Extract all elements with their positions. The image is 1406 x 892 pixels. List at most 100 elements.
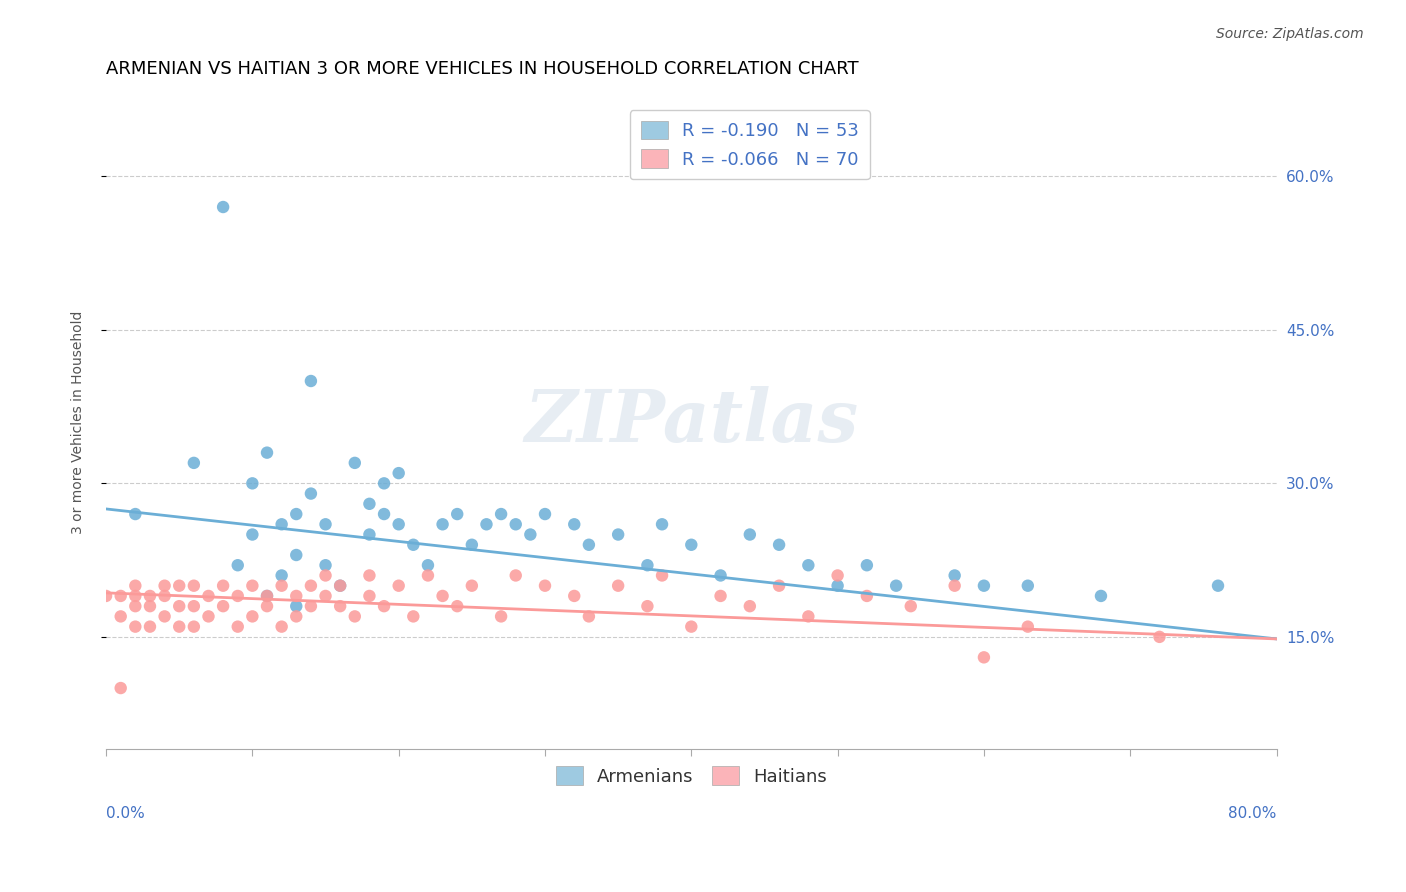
Point	[1017, 620, 1039, 634]
Point	[1017, 579, 1039, 593]
Point	[373, 476, 395, 491]
Point	[388, 517, 411, 532]
Point	[681, 538, 703, 552]
Point	[534, 507, 557, 521]
Point	[329, 599, 352, 614]
Point	[242, 476, 264, 491]
Point	[797, 609, 820, 624]
Point	[768, 538, 790, 552]
Point	[681, 620, 703, 634]
Point	[738, 599, 761, 614]
Point	[124, 620, 146, 634]
Point	[709, 589, 731, 603]
Point	[94, 589, 117, 603]
Point	[124, 579, 146, 593]
Point	[738, 527, 761, 541]
Point	[315, 517, 337, 532]
Point	[973, 579, 995, 593]
Point	[578, 609, 600, 624]
Point	[343, 456, 366, 470]
Point	[226, 589, 249, 603]
Point	[299, 579, 322, 593]
Point	[607, 527, 630, 541]
Point	[461, 579, 484, 593]
Point	[562, 589, 585, 603]
Point	[562, 517, 585, 532]
Point	[183, 579, 205, 593]
Point	[197, 589, 219, 603]
Point	[183, 620, 205, 634]
Point	[256, 445, 278, 459]
Point	[299, 486, 322, 500]
Point	[373, 507, 395, 521]
Point	[359, 497, 381, 511]
Point	[578, 538, 600, 552]
Point	[212, 599, 235, 614]
Point	[329, 579, 352, 593]
Point	[475, 517, 498, 532]
Point	[856, 558, 879, 573]
Point	[651, 517, 673, 532]
Point	[285, 548, 308, 562]
Point	[359, 568, 381, 582]
Point	[461, 538, 484, 552]
Point	[943, 579, 966, 593]
Point	[299, 599, 322, 614]
Point	[197, 609, 219, 624]
Point	[651, 568, 673, 582]
Point	[110, 681, 132, 695]
Point	[315, 589, 337, 603]
Point	[446, 599, 468, 614]
Point	[446, 507, 468, 521]
Point	[1149, 630, 1171, 644]
Point	[270, 517, 292, 532]
Point	[359, 589, 381, 603]
Point	[285, 609, 308, 624]
Point	[827, 579, 849, 593]
Point	[183, 456, 205, 470]
Point	[285, 599, 308, 614]
Point	[110, 589, 132, 603]
Point	[315, 568, 337, 582]
Text: 0.0%: 0.0%	[105, 805, 145, 821]
Point	[388, 579, 411, 593]
Point	[167, 579, 190, 593]
Point	[270, 568, 292, 582]
Point	[900, 599, 922, 614]
Point	[153, 579, 176, 593]
Point	[402, 609, 425, 624]
Text: ZIPatlas: ZIPatlas	[524, 386, 859, 458]
Point	[505, 517, 527, 532]
Point	[636, 558, 658, 573]
Point	[856, 589, 879, 603]
Point	[256, 589, 278, 603]
Point	[167, 620, 190, 634]
Point	[183, 599, 205, 614]
Point	[797, 558, 820, 573]
Point	[432, 517, 454, 532]
Point	[285, 507, 308, 521]
Point	[110, 609, 132, 624]
Point	[534, 579, 557, 593]
Point	[709, 568, 731, 582]
Point	[256, 599, 278, 614]
Text: Source: ZipAtlas.com: Source: ZipAtlas.com	[1216, 27, 1364, 41]
Point	[329, 579, 352, 593]
Point	[242, 527, 264, 541]
Point	[402, 538, 425, 552]
Point	[388, 466, 411, 480]
Point	[489, 609, 512, 624]
Point	[607, 579, 630, 593]
Point	[256, 589, 278, 603]
Point	[416, 558, 439, 573]
Point	[124, 507, 146, 521]
Point	[299, 374, 322, 388]
Point	[153, 609, 176, 624]
Point	[167, 599, 190, 614]
Legend: Armenians, Haitians: Armenians, Haitians	[548, 759, 834, 793]
Point	[519, 527, 541, 541]
Point	[285, 589, 308, 603]
Point	[1206, 579, 1229, 593]
Point	[827, 568, 849, 582]
Point	[1090, 589, 1112, 603]
